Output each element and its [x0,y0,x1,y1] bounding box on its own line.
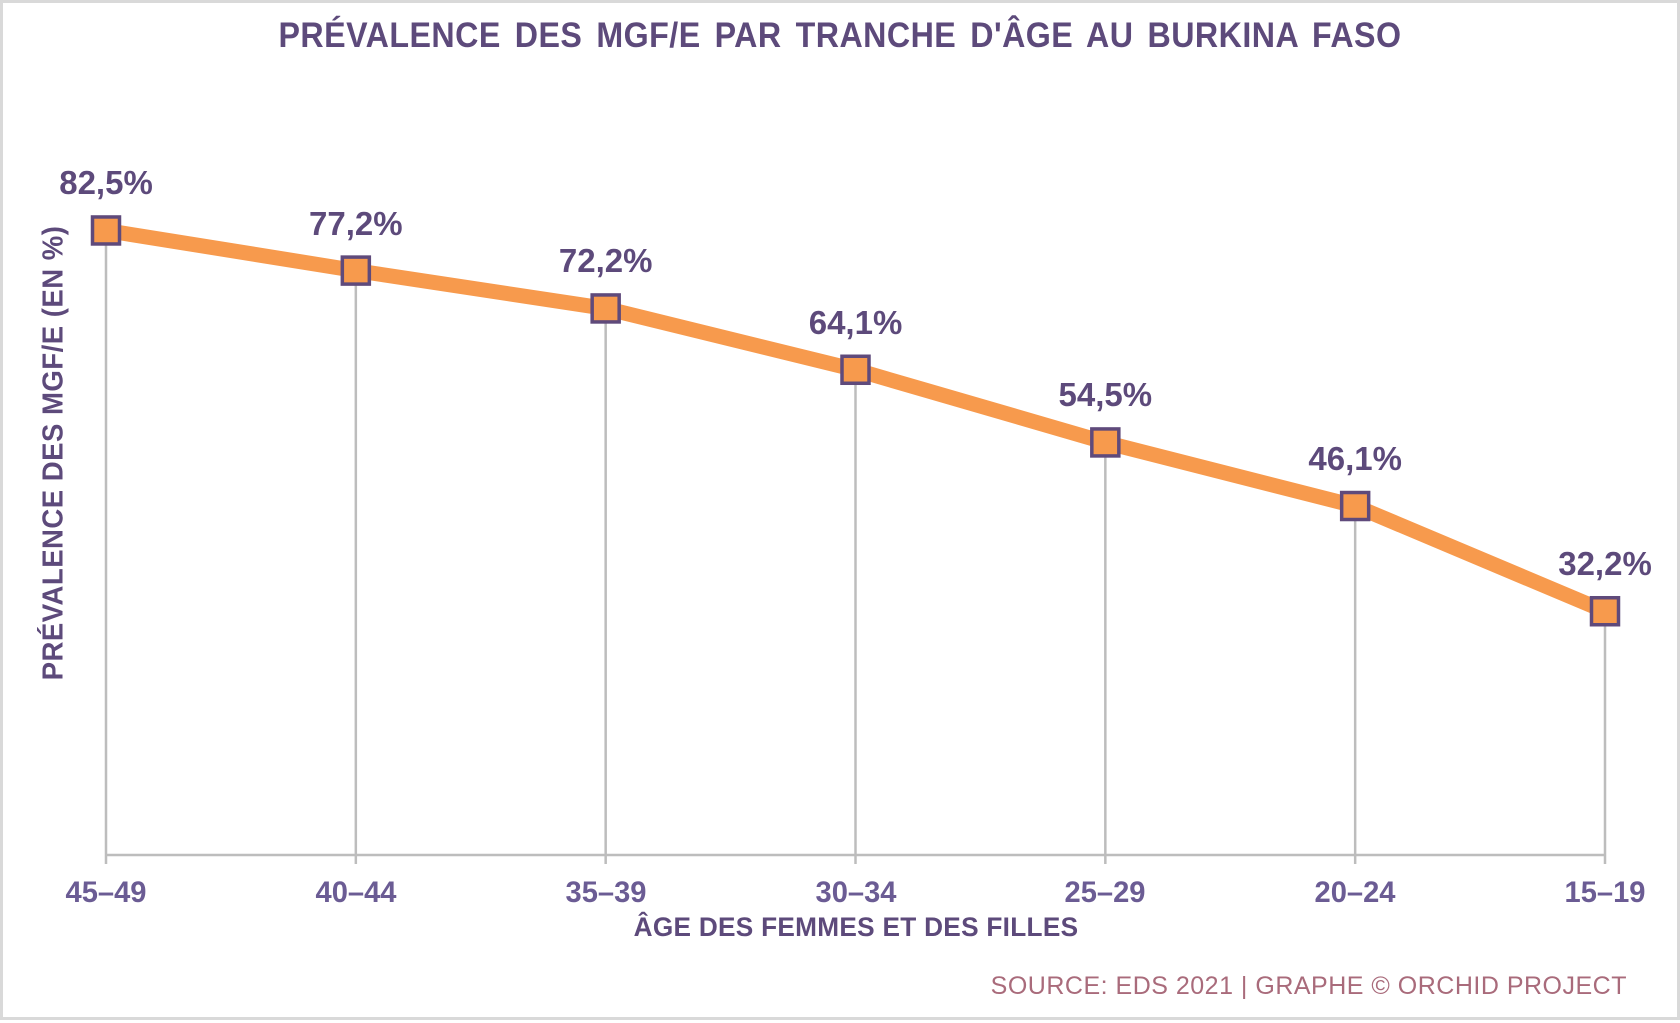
x-tick-label: 25–29 [1064,876,1146,909]
data-point-marker [340,255,372,286]
x-tick-label: 20–24 [1314,876,1396,909]
value-label: 64,1% [808,303,903,341]
x-tick-label: 30–34 [815,876,896,909]
data-point-marker [90,215,122,246]
value-label: 32,2% [1558,545,1652,583]
x-tick-label: 15–19 [1564,876,1646,909]
chart-title: PRÉVALENCE DES MGF/E PAR TRANCHE D'ÂGE A… [278,16,1402,55]
value-label: 54,5% [1058,376,1153,414]
data-point-marker [1090,427,1121,458]
line-plot [90,215,1621,864]
x-axis-title: ÂGE DES FEMMES ET DES FILLES [633,912,1078,942]
source-note: SOURCE: EDS 2021 | GRAPHE © ORCHID PROJE… [990,972,1627,1000]
value-label: 77,2% [309,204,403,242]
value-label: 72,2% [558,242,653,280]
data-point-marker [1589,595,1621,627]
data-point-marker [840,354,871,386]
value-label: 46,1% [1308,440,1402,478]
data-point-marker [590,293,621,324]
x-tick-label: 35–39 [565,876,647,909]
x-tick-label: 45–49 [65,876,147,909]
data-point-marker [1339,490,1371,522]
x-tick-label: 40–44 [315,876,397,909]
y-axis-title: PRÉVALENCE DES MGF/E (EN %) [37,225,70,681]
value-label: 82,5% [59,164,153,202]
